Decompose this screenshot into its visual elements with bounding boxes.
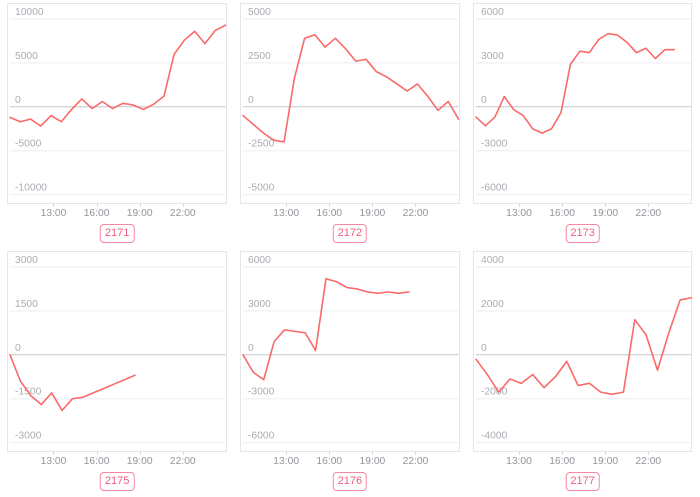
svg-text:3000: 3000 — [481, 51, 504, 62]
svg-text:2000: 2000 — [481, 299, 504, 310]
svg-text:-6000: -6000 — [481, 183, 508, 194]
svg-text:4000: 4000 — [481, 255, 504, 266]
svg-text:6000: 6000 — [481, 7, 504, 18]
svg-text:-2000: -2000 — [481, 387, 508, 398]
svg-text:-2500: -2500 — [248, 139, 275, 150]
svg-text:6000: 6000 — [248, 255, 271, 266]
svg-text:0: 0 — [15, 343, 21, 354]
svg-text:-10000: -10000 — [15, 183, 47, 194]
svg-text:-5000: -5000 — [15, 139, 42, 150]
svg-text:3000: 3000 — [15, 255, 38, 266]
svg-text:0: 0 — [15, 95, 21, 106]
svg-text:0: 0 — [248, 343, 254, 354]
svg-text:2500: 2500 — [248, 51, 271, 62]
svg-text:0: 0 — [481, 95, 487, 106]
svg-text:3000: 3000 — [248, 299, 271, 310]
svg-text:-3000: -3000 — [15, 431, 42, 442]
svg-text:0: 0 — [248, 95, 254, 106]
svg-text:-6000: -6000 — [248, 431, 275, 442]
svg-text:0: 0 — [481, 343, 487, 354]
svg-text:-5000: -5000 — [248, 183, 275, 194]
svg-text:-4000: -4000 — [481, 431, 508, 442]
svg-text:5000: 5000 — [248, 7, 271, 18]
svg-text:5000: 5000 — [15, 51, 38, 62]
svg-text:1500: 1500 — [15, 299, 38, 310]
svg-text:10000: 10000 — [15, 7, 44, 18]
svg-text:-3000: -3000 — [481, 139, 508, 150]
svg-text:-3000: -3000 — [248, 387, 275, 398]
